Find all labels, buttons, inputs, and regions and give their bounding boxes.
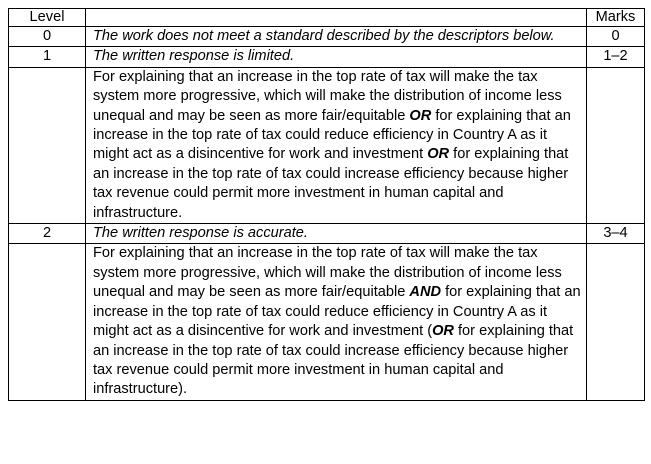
marks-cell-empty: [586, 243, 645, 401]
marks-cell: 3–4: [586, 223, 645, 245]
detail-text: for explaining that an increase in the t…: [93, 107, 571, 163]
level-cell: 0: [8, 25, 86, 48]
detail-text: for explaining that an increase in the t…: [93, 146, 569, 221]
marks-cell: 1–2: [586, 46, 645, 68]
table-row-detail: For explaining that an increase in the t…: [8, 243, 645, 401]
level-cell-empty: [8, 66, 86, 225]
connective: OR: [432, 323, 454, 340]
detail-text: for explaining that an increase in the t…: [93, 323, 574, 398]
markscheme-table: Level Marks 0 The work does not meet a s…: [8, 8, 645, 401]
table-row: 2 The written response is accurate. 3–4: [8, 223, 645, 245]
marks-header: Marks: [586, 8, 645, 27]
descriptor-cell: The work does not meet a standard descri…: [85, 25, 587, 48]
level-header: Level: [8, 8, 86, 27]
header-row: Level Marks: [8, 8, 645, 27]
descriptor-cell: The written response is accurate.: [85, 223, 587, 245]
connective: OR: [427, 146, 450, 163]
connective: AND: [409, 284, 442, 301]
level-cell: 2: [8, 223, 86, 245]
detail-cell: For explaining that an increase in the t…: [85, 243, 587, 401]
descriptor-header: [85, 8, 587, 27]
table-row-detail: For explaining that an increase in the t…: [8, 66, 645, 225]
level-cell-empty: [8, 243, 86, 401]
level-cell: 1: [8, 46, 86, 68]
table-row: 1 The written response is limited. 1–2: [8, 46, 645, 68]
table-row: 0 The work does not meet a standard desc…: [8, 25, 645, 48]
detail-text: For explaining that an increase in the t…: [93, 68, 562, 124]
connective: OR: [409, 107, 432, 124]
marks-cell-empty: [586, 66, 645, 225]
detail-text: for explaining that an increase in the t…: [93, 284, 581, 340]
detail-cell: For explaining that an increase in the t…: [85, 66, 587, 225]
marks-cell: 0: [586, 25, 645, 48]
detail-text: For explaining that an increase in the t…: [93, 245, 562, 301]
descriptor-cell: The written response is limited.: [85, 46, 587, 68]
